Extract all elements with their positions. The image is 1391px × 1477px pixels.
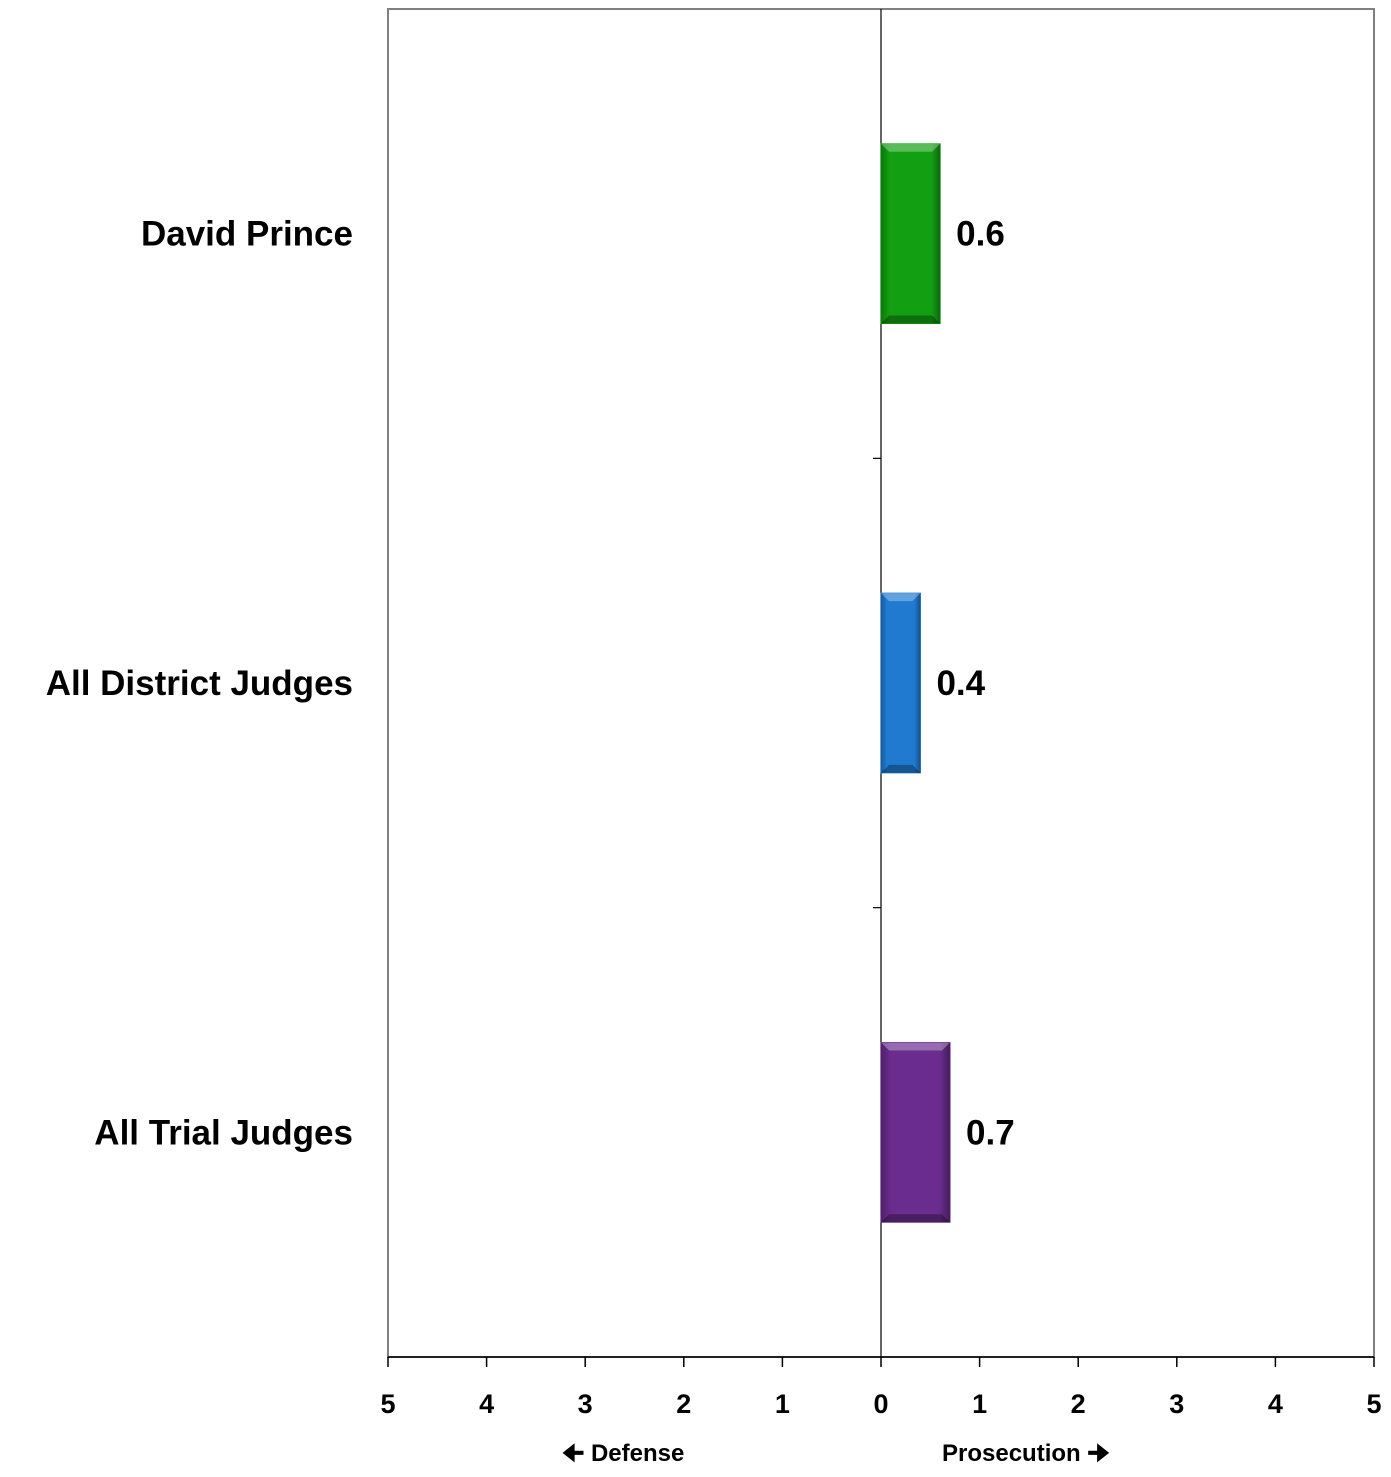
defense-label: Defense	[590, 1440, 685, 1467]
category-label: All Trial Judges	[94, 1113, 353, 1152]
right-arrow-icon: 🠊	[1087, 1440, 1110, 1467]
bar-shading	[881, 1042, 951, 1223]
bar-bevel-top	[881, 1042, 951, 1051]
bar-bevel-bottom	[881, 1214, 951, 1223]
bar-bevel-top	[881, 593, 921, 602]
x-tick-label: 2	[1071, 1389, 1086, 1419]
category-label: All District Judges	[46, 664, 353, 703]
x-tick-label: 4	[1268, 1389, 1283, 1419]
value-label: 0.4	[936, 664, 985, 703]
category-label: David Prince	[141, 215, 353, 254]
bar-shading	[881, 593, 921, 773]
prosecution-axis-title: Prosecution 🠊	[942, 1436, 1110, 1477]
x-tick-label: 1	[775, 1389, 790, 1419]
x-tick-label: 3	[578, 1389, 593, 1419]
bar-bevel-top	[881, 143, 941, 152]
x-tick-label: 5	[1366, 1389, 1381, 1419]
defense-axis-title: 🠈 Defense	[562, 1436, 684, 1477]
x-tick-label: 3	[1169, 1389, 1184, 1419]
x-tick-label: 0	[873, 1389, 888, 1419]
x-tick-label: 2	[676, 1389, 691, 1419]
x-tick-label: 4	[479, 1389, 494, 1419]
x-tick-label: 1	[972, 1389, 987, 1419]
prosecution-label: Prosecution	[942, 1440, 1081, 1467]
value-label: 0.6	[956, 215, 1005, 254]
bar-shading	[881, 143, 941, 324]
value-label: 0.7	[966, 1113, 1015, 1152]
bar-bevel-bottom	[881, 315, 941, 324]
bar-bevel-bottom	[881, 764, 921, 773]
left-arrow-icon: 🠈	[562, 1440, 585, 1467]
x-tick-label: 5	[380, 1389, 395, 1419]
